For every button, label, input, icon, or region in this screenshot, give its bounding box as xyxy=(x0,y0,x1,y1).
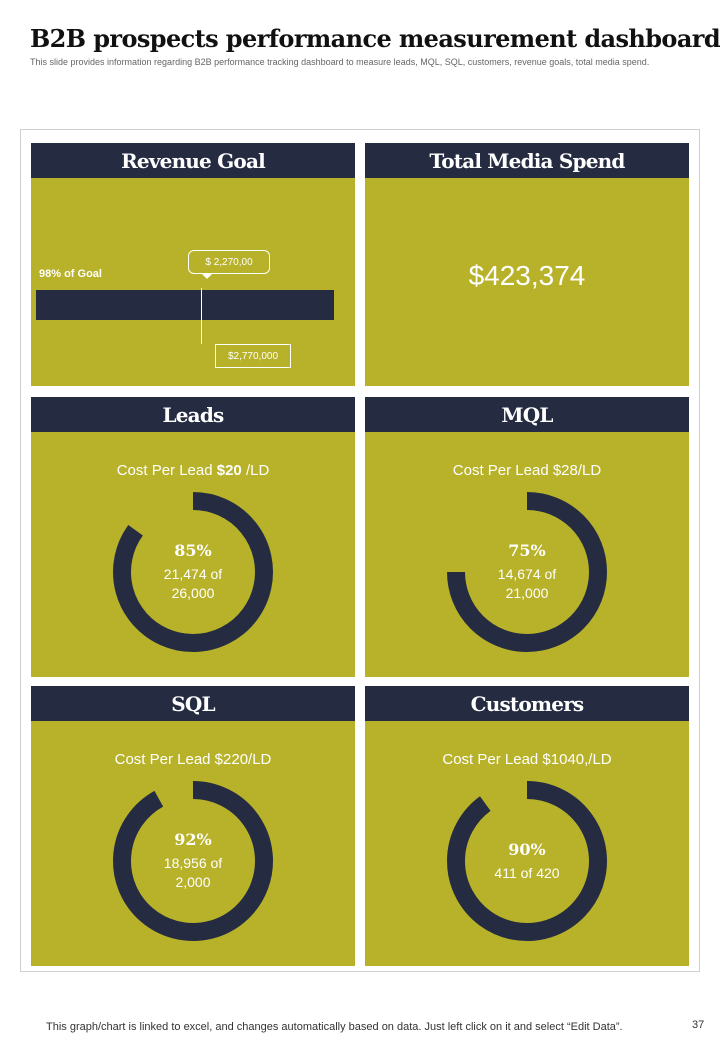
mql-body: Cost Per Lead $28/LD 75% 14,674 of 21,00… xyxy=(365,432,689,677)
customers-donut-center: 90% 411 of 420 xyxy=(446,780,608,942)
goal-marker-line xyxy=(201,288,202,344)
revenue-goal-card: Revenue Goal 98% of Goal $ 2,270,00 $2,7… xyxy=(31,143,355,386)
revenue-goal-body: 98% of Goal $ 2,270,00 $2,770,000 xyxy=(31,178,355,386)
revenue-goal-title: Revenue Goal xyxy=(31,143,355,178)
customers-count: 411 of 420 xyxy=(494,864,560,881)
leads-donut-arc xyxy=(113,492,273,652)
callout-pointer xyxy=(201,273,213,279)
dashboard-frame: Revenue Goal 98% of Goal $ 2,270,00 $2,7… xyxy=(20,129,700,972)
customers-donut-chart xyxy=(447,781,607,941)
customers-title: Customers xyxy=(365,686,689,721)
mql-total: 21,000 xyxy=(505,585,549,601)
current-revenue-callout: $ 2,270,00 xyxy=(188,250,270,274)
mql-donut-center: 75% 14,674 of 21,000 xyxy=(446,491,608,653)
goal-percent-label: 98% of Goal xyxy=(39,268,102,280)
sql-title: SQL xyxy=(31,686,355,721)
leads-total: 26,000 xyxy=(171,585,215,601)
leads-body: Cost Per Lead $20 /LD 85% 21,474 of 26,0… xyxy=(31,432,355,677)
mql-count: 14,674 of xyxy=(497,566,557,582)
media-spend-card: Total Media Spend $423,374 xyxy=(365,143,689,386)
media-spend-value: $423,374 xyxy=(468,260,586,291)
sql-percent: 92% xyxy=(174,830,212,849)
sql-cost-per-lead: Cost Per Lead $220/LD xyxy=(114,751,272,768)
page-title: B2B prospects performance measurement da… xyxy=(30,24,720,53)
mql-donut-chart xyxy=(447,492,607,652)
sql-body: Cost Per Lead $220/LD 92% 18,956 of 2,00… xyxy=(31,721,355,966)
leads-percent: 85% xyxy=(174,541,212,560)
customers-cost-per-lead: Cost Per Lead $1040,/LD xyxy=(442,751,612,768)
leads-cost-per-lead: Cost Per Lead $20 /LD xyxy=(116,462,270,479)
revenue-progress-bar xyxy=(36,290,334,320)
media-spend-title: Total Media Spend xyxy=(365,143,689,178)
mql-donut-arc xyxy=(447,492,607,652)
leads-donut-chart xyxy=(113,492,273,652)
sql-total: 2,000 xyxy=(175,874,211,890)
sql-donut-chart xyxy=(113,781,273,941)
mql-card: MQL Cost Per Lead $28/LD 75% 14,674 of 2… xyxy=(365,397,689,677)
leads-donut-center: 85% 21,474 of 26,000 xyxy=(112,491,274,653)
customers-donut-arc xyxy=(447,781,607,941)
leads-card: Leads Cost Per Lead $20 /LD 85% 21,474 o… xyxy=(31,397,355,677)
page-number: 37 xyxy=(692,1019,705,1031)
leads-count: 21,474 of xyxy=(163,566,223,582)
footer-note: This graph/chart is linked to excel, and… xyxy=(46,1021,623,1033)
customers-card: Customers Cost Per Lead $1040,/LD 90% 41… xyxy=(365,686,689,966)
leads-title: Leads xyxy=(31,397,355,432)
page-subtitle: This slide provides information regardin… xyxy=(30,57,650,67)
sql-donut-center: 92% 18,956 of 2,000 xyxy=(112,780,274,942)
sql-card: SQL Cost Per Lead $220/LD 92% 18,956 of … xyxy=(31,686,355,966)
mql-percent: 75% xyxy=(508,541,546,560)
sql-donut-arc xyxy=(113,781,273,941)
media-spend-body: $423,374 xyxy=(365,178,689,386)
target-revenue-callout: $2,770,000 xyxy=(215,344,291,368)
mql-cost-per-lead: Cost Per Lead $28/LD xyxy=(452,462,602,479)
mql-title: MQL xyxy=(365,397,689,432)
sql-count: 18,956 of xyxy=(163,855,223,871)
customers-percent: 90% xyxy=(508,839,546,859)
customers-body: Cost Per Lead $1040,/LD 90% 411 of 420 xyxy=(365,721,689,966)
